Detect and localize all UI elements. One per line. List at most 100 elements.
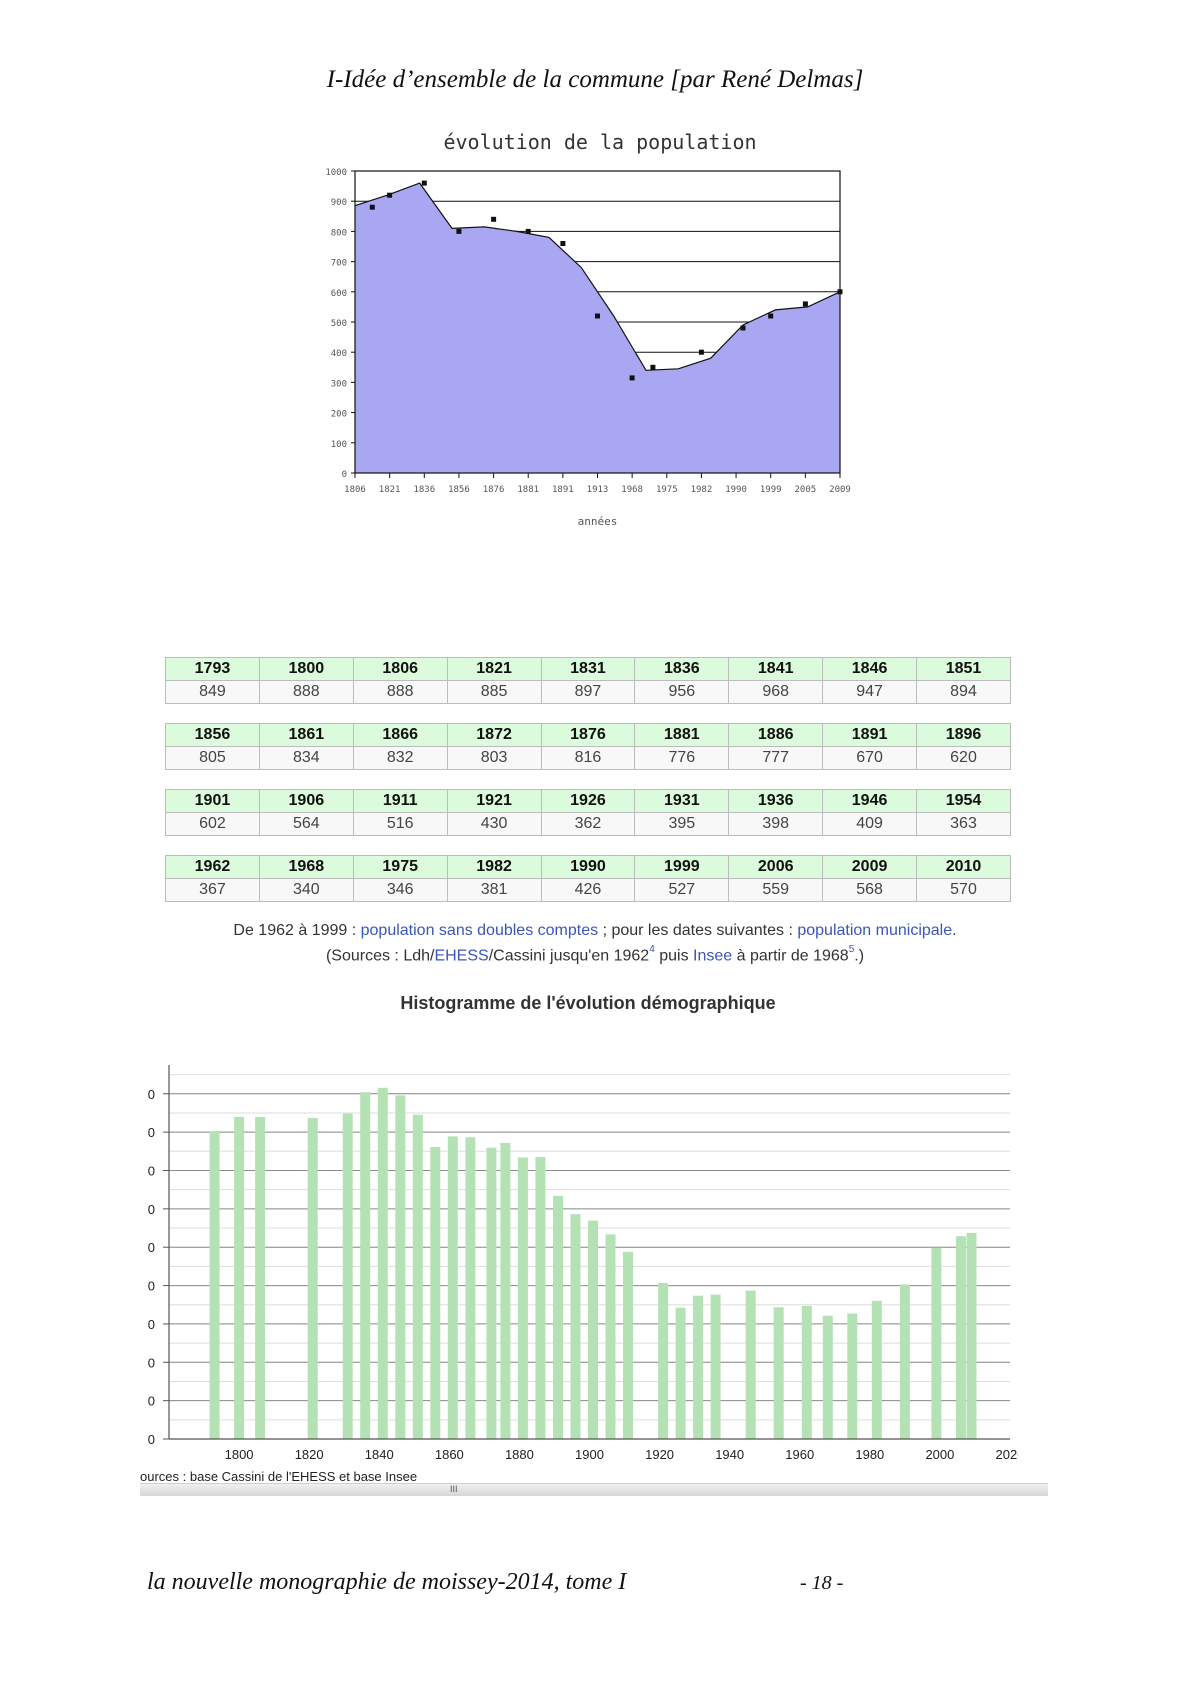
link-ehess[interactable]: EHESS [434,947,489,965]
table-value-row: 367 340 346 381 426 527 559 568 570 [165,878,1011,902]
x-tick-label: 1800 [225,1447,254,1462]
year-cell: 1841 [728,657,824,681]
x-tick-label: 1860 [435,1447,464,1462]
histogram-title: Histogramme de l'évolution démographique [400,993,776,1013]
population-cell: 346 [352,878,448,902]
x-tick-label: 1900 [575,1447,604,1462]
note-text: .) [854,947,865,965]
y-tick-label: 200 [331,410,347,420]
year-cell: 1866 [352,723,448,747]
year-cell: 1856 [165,723,260,747]
population-cell: 568 [822,878,917,902]
horizontal-scrollbar[interactable]: III [140,1483,1048,1496]
population-cell: 888 [258,680,354,704]
population-bar-chart: 0 0 0 0 0 0 0 0 0 0 1800 1820 1840 1860 1880 1900 1920 19… [148,1065,1018,1462]
y-tick-label: 0 [148,1202,155,1217]
link-insee[interactable]: Insee [693,947,733,965]
year-cell: 1921 [446,789,542,813]
population-cell: 564 [258,812,354,836]
histogram-bar [209,1131,220,1439]
histogram-bar [605,1234,616,1439]
histogram-bar [342,1113,353,1439]
year-cell: 1968 [258,855,354,879]
population-cell: 816 [540,746,636,770]
x-tick-label: 1881 [517,485,539,495]
y-tick-label: 0 [148,1125,155,1140]
histogram-bar [955,1236,966,1439]
y-tick-label: 100 [331,440,347,450]
year-cell: 1962 [165,855,260,879]
year-cell: 1901 [165,789,260,813]
histogram-bar [675,1307,686,1439]
year-cell: 1990 [540,855,636,879]
x-tick-label: 1940 [715,1447,744,1462]
population-area-overlay [355,183,840,473]
y-tick-label: 800 [331,228,347,238]
table-value-row: 805 834 832 803 816 776 777 670 620 [165,746,1011,770]
histogram-bar [931,1247,942,1439]
year-cell: 1954 [916,789,1011,813]
data-marker [650,364,656,370]
x-tick-label: 1880 [505,1447,534,1462]
x-tick-label: 1806 [344,485,366,495]
year-cell: 1936 [728,789,824,813]
population-cell: 516 [352,812,448,836]
histogram-bar [486,1147,497,1439]
year-cell: 1931 [634,789,730,813]
x-tick-label: 1980 [855,1447,884,1462]
y-tick-label: 700 [331,259,347,269]
x-tick-label: 1990 [725,485,747,495]
year-cell: 1846 [822,657,917,681]
link-population-municipale[interactable]: population municipale [797,922,953,939]
histogram-bar [377,1087,388,1439]
year-cell: 1911 [352,789,448,813]
footnote-ref[interactable]: 5 [848,944,855,955]
x-tick-label: 1920 [645,1447,674,1462]
histogram-bar [693,1295,704,1439]
x-tick-label: 1968 [621,485,643,495]
population-cell: 803 [446,746,542,770]
population-cell: 340 [258,878,354,902]
histogram-bar [773,1307,784,1439]
histogram-bar [430,1147,441,1439]
scroll-grip-icon[interactable]: III [450,1484,458,1494]
table-year-row: 1856 1861 1866 1872 1876 1881 1886 1891 1896 [165,723,1011,747]
year-cell: 1896 [916,723,1011,747]
x-tick-label: 1913 [587,485,609,495]
table-value-row: 602 564 516 430 362 395 398 409 363 [165,812,1011,836]
note-text: /Cassini jusqu'en 1962 [488,947,650,965]
year-cell: 2006 [728,855,824,879]
data-marker [560,241,566,246]
table-value-row: 849 888 888 885 897 956 968 947 894 [165,680,1011,704]
population-cell: 777 [728,746,824,770]
note-text: . [952,922,957,939]
histogram-bar [871,1300,882,1439]
year-cell: 2009 [822,855,917,879]
x-tick-label: 2020 [996,1447,1018,1462]
x-tick-label: 1856 [448,485,470,495]
link-population-sans-doubles-comptes[interactable]: population sans doubles comptes [360,922,599,939]
population-cell: 395 [634,812,730,836]
histogram-bar [801,1305,812,1439]
population-cell: 430 [446,812,542,836]
y-tick-label: 400 [331,349,347,359]
y-tick-label: 0 [148,1240,155,1255]
year-cell: 1906 [258,789,354,813]
note-text: De 1962 à 1999 : [233,922,361,939]
x-tick-label: 2005 [795,485,817,495]
x-tick-label: 1876 [483,485,505,495]
year-cell: 1793 [165,657,260,681]
data-marker [369,204,375,210]
year-cell: 1872 [446,723,542,747]
table-year-row: 1901 1906 1911 1921 1926 1931 1936 1946 1954 [165,789,1011,813]
y-tick-label: 0 [148,1163,155,1178]
area-x-axis-label: années [578,515,618,528]
data-marker [525,228,531,234]
footnote-ref[interactable]: 4 [649,944,655,955]
population-cell: 947 [822,680,917,704]
histogram-bar [847,1313,858,1439]
population-cell: 849 [165,680,260,704]
table-note-line-2: (Sources : Ldh/EHESS/Cassini jusqu'en 19… [0,944,1190,965]
y-tick-label: 0 [342,470,347,480]
histogram-bar [412,1114,423,1439]
